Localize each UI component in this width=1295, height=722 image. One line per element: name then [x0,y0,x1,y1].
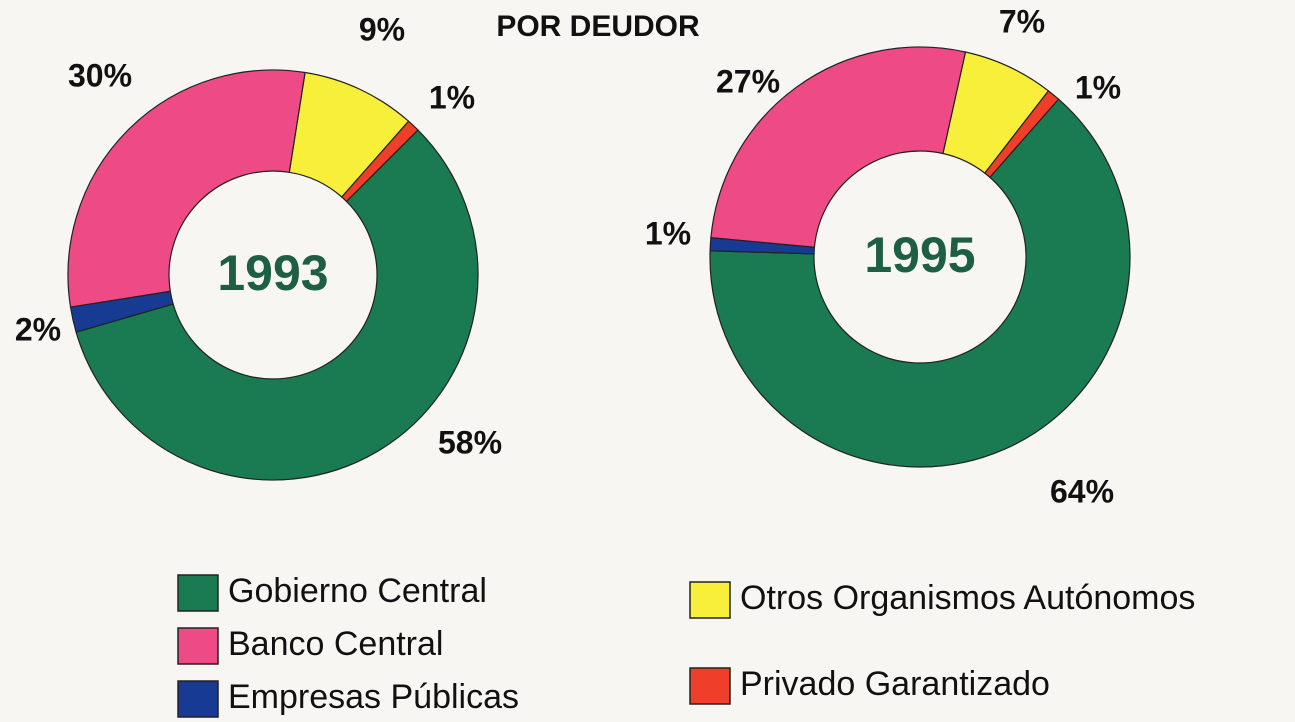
data-label: 58% [438,424,502,460]
legend-label: Privado Garantizado [740,665,1050,703]
data-label: 2% [15,311,61,347]
donut-slice [67,69,306,308]
data-label: 1% [1075,69,1121,105]
data-label: 1% [645,215,691,251]
legend-swatch [177,574,219,612]
data-label: 7% [999,3,1045,39]
center-label: 1993 [217,245,328,301]
legend-label: Otros Organismos Autónomos [740,579,1195,617]
legend-label: Gobierno Central [228,572,487,610]
legend-label: Banco Central [228,625,443,663]
data-label: 1% [429,79,475,115]
legend-swatch [177,680,219,718]
legend-swatch [177,627,219,665]
data-label: 64% [1050,473,1114,509]
donut-slice [710,46,967,248]
data-label: 30% [68,57,132,93]
data-label: 27% [716,63,780,99]
legend-swatch [689,581,731,619]
chart-title: POR DEUDOR [496,10,700,43]
legend-swatch [689,667,731,705]
legend-label: Empresas Públicas [228,678,519,716]
donut-slice [75,129,479,481]
donut-slice [709,98,1131,468]
data-label: 9% [359,11,405,47]
center-label: 1995 [864,227,975,283]
